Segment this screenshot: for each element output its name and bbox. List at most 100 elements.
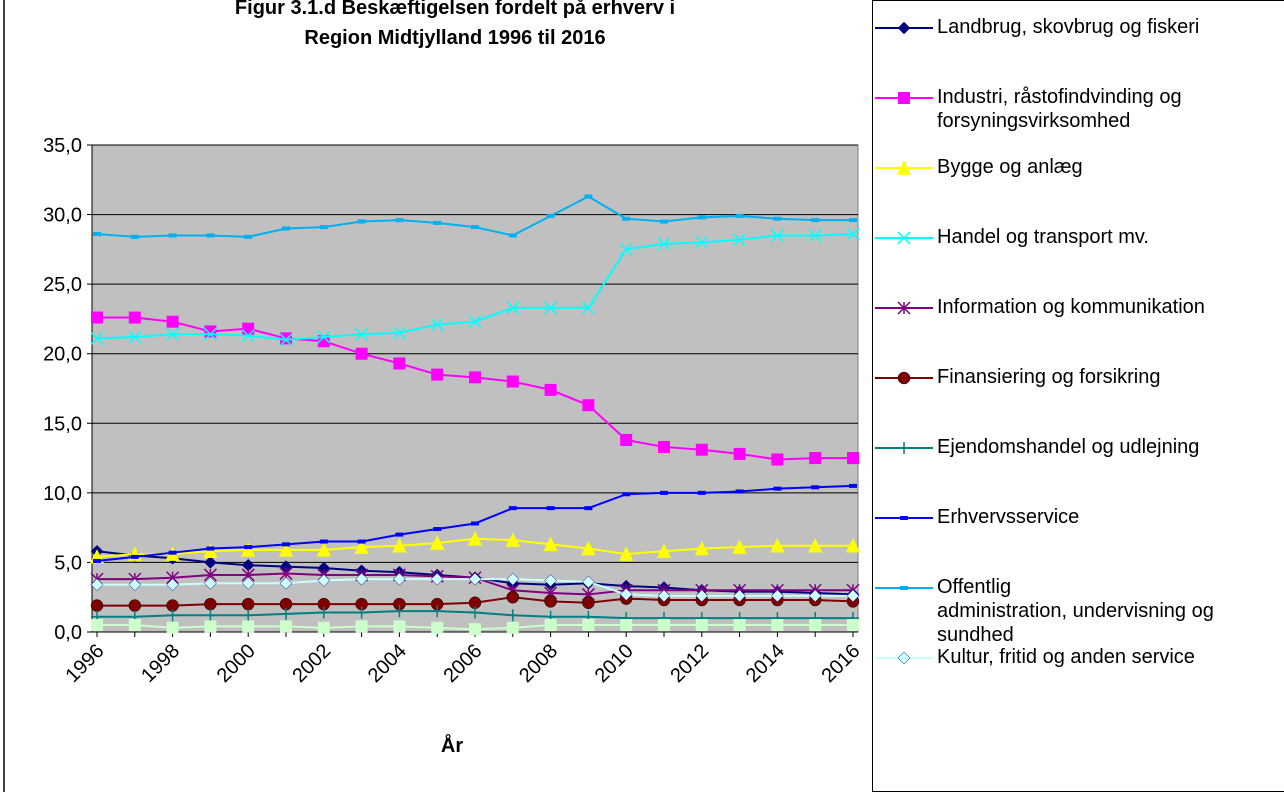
point <box>90 331 104 345</box>
point <box>279 576 293 590</box>
point <box>206 546 215 551</box>
plot-svg: Figur 3.1.d Beskæftigelsen fordelt på er… <box>3 0 865 792</box>
x-tick-label: 2004 <box>364 640 411 687</box>
legend-marker <box>897 371 911 385</box>
point <box>660 219 668 224</box>
point <box>471 225 479 230</box>
legend-swatch <box>875 21 933 35</box>
point <box>544 383 557 396</box>
x-tick-label: 2008 <box>515 640 562 687</box>
legend-item: Landbrug, skovbrug og fiskeri <box>873 15 1199 39</box>
point <box>733 589 746 603</box>
legend-item: Ejendomshandel og udlejning <box>873 435 1199 459</box>
legend-item: Finansiering og forsikring <box>873 365 1160 389</box>
point <box>620 433 633 446</box>
point <box>657 237 671 251</box>
y-tick-label: 25,0 <box>43 274 82 296</box>
point <box>697 490 706 495</box>
point <box>168 550 177 555</box>
point <box>203 327 217 341</box>
point <box>203 543 218 559</box>
point <box>128 578 142 592</box>
point <box>317 621 330 634</box>
point <box>697 215 706 220</box>
point <box>241 576 255 590</box>
point <box>244 234 253 239</box>
legend-swatch <box>875 516 933 520</box>
point <box>241 329 255 343</box>
point <box>544 595 557 608</box>
legend-label: Landbrug, skovbrug og fiskeri <box>937 16 1200 38</box>
legend-label: Industri, råstofindvinding og forsynings… <box>937 86 1182 132</box>
point <box>622 216 631 221</box>
legend-swatch <box>875 442 933 454</box>
point <box>618 546 634 561</box>
point <box>811 218 820 223</box>
point <box>584 194 593 199</box>
legend-marker <box>897 651 911 665</box>
point <box>543 536 558 552</box>
point <box>847 619 859 632</box>
point <box>735 489 744 494</box>
legend-swatch <box>875 231 933 245</box>
point <box>93 232 101 237</box>
x-tick-label: 2002 <box>288 640 335 687</box>
x-tick-label: 2006 <box>440 640 487 687</box>
point <box>395 532 404 537</box>
point <box>807 538 823 553</box>
point <box>658 440 670 453</box>
point <box>431 621 444 634</box>
point <box>544 619 557 632</box>
chart-title-group: Figur 3.1.d Beskæftigelsen fordelt på er… <box>235 0 675 49</box>
point <box>357 219 366 224</box>
point <box>619 588 633 601</box>
point <box>319 539 328 544</box>
point <box>695 619 708 632</box>
y-tick-label: 15,0 <box>43 413 82 435</box>
point <box>279 333 293 347</box>
point <box>395 218 404 223</box>
point <box>242 620 255 633</box>
point <box>732 539 747 554</box>
point <box>505 532 521 547</box>
point <box>809 452 822 465</box>
point <box>849 218 857 223</box>
point <box>582 619 595 632</box>
legend-item: Handel og transport mv. <box>873 225 1149 249</box>
point <box>240 542 256 557</box>
point <box>166 315 179 328</box>
point <box>582 399 595 412</box>
x-tick-label: 2000 <box>213 640 260 687</box>
point <box>846 589 860 603</box>
point <box>695 235 709 249</box>
point <box>433 220 442 225</box>
y-tick-label: 0,0 <box>54 622 82 644</box>
point <box>808 589 822 603</box>
x-tick-label: 1998 <box>137 640 184 687</box>
point <box>657 589 671 603</box>
point <box>242 609 255 622</box>
legend-item: Offentlig administration, undervisning o… <box>873 575 1214 647</box>
legend-marker <box>897 21 911 35</box>
point <box>846 227 860 241</box>
legend-item: Kultur, fritid og anden service <box>873 645 1195 669</box>
plot-area <box>91 144 859 633</box>
point <box>771 589 784 603</box>
point <box>244 545 253 550</box>
point <box>468 572 482 586</box>
point <box>467 531 483 546</box>
point <box>849 483 857 488</box>
point <box>544 574 557 587</box>
point <box>355 606 368 619</box>
point <box>278 542 294 557</box>
point <box>357 539 366 544</box>
point <box>393 620 406 633</box>
point <box>317 330 331 344</box>
point <box>508 233 517 238</box>
legend-label: Offentlig administration, undervisning o… <box>937 576 1214 646</box>
point <box>619 242 633 256</box>
legend-label: Handel og transport mv. <box>937 226 1149 248</box>
point <box>91 311 103 324</box>
point <box>242 322 255 335</box>
